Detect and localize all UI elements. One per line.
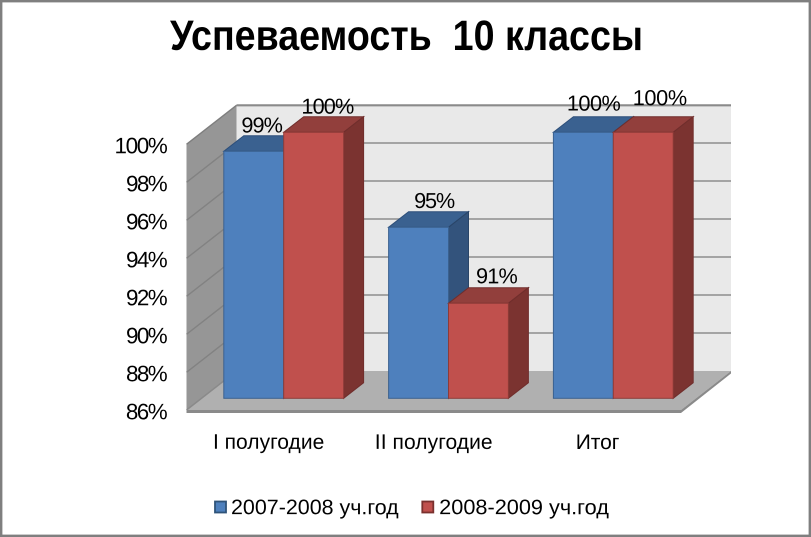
svg-text:100%: 100% (567, 91, 621, 116)
svg-text:98%: 98% (126, 171, 168, 196)
svg-text:95%: 95% (414, 188, 455, 213)
svg-text:94%: 94% (126, 247, 168, 272)
svg-text:100%: 100% (301, 94, 354, 119)
svg-text:2007-2008 уч.год: 2007-2008 уч.год (231, 496, 399, 519)
svg-text:91%: 91% (476, 263, 518, 288)
svg-text:86%: 86% (126, 399, 168, 424)
svg-text:100%: 100% (114, 133, 167, 158)
svg-text:I полугодие: I полугодие (213, 431, 324, 454)
svg-text:100%: 100% (633, 85, 688, 110)
svg-text:99%: 99% (241, 112, 283, 137)
svg-text:Итог: Итог (576, 431, 620, 454)
svg-text:90%: 90% (126, 323, 168, 348)
svg-text:96%: 96% (126, 209, 168, 234)
svg-text:Успеваемость 10 классы: Успеваемость 10 классы (170, 13, 643, 60)
svg-text:88%: 88% (126, 361, 168, 386)
svg-text:92%: 92% (126, 285, 168, 310)
svg-text:2008-2009 уч.год: 2008-2009 уч.год (439, 496, 609, 519)
svg-text:II полугодие: II полугодие (375, 431, 493, 454)
